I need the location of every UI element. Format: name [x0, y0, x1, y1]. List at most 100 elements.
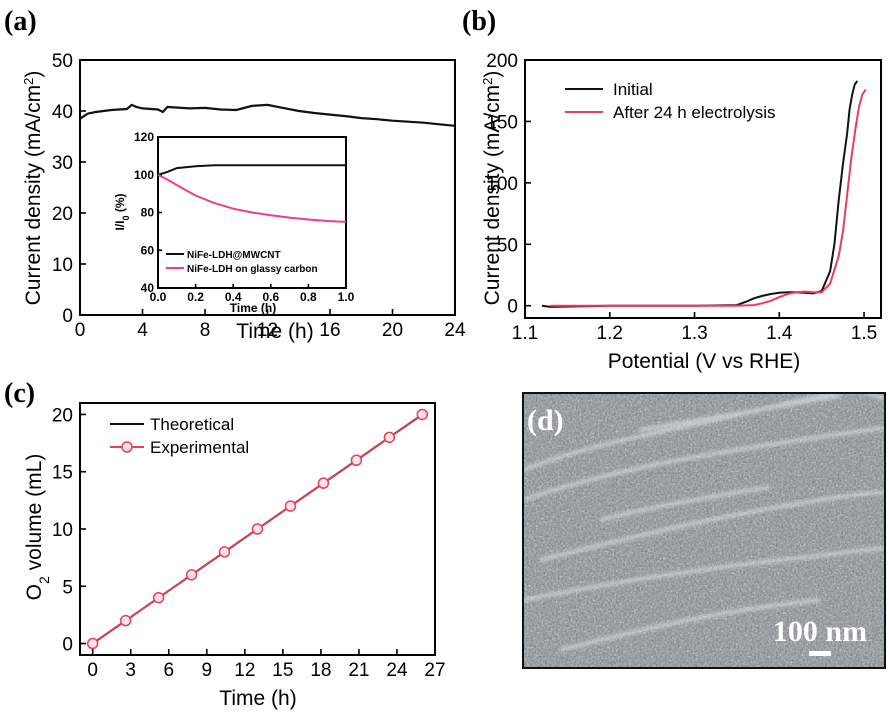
inset-legend-label-2: NiFe-LDH on glassy carbon — [187, 264, 318, 275]
panel-b-ytick-label: 0 — [507, 297, 518, 318]
panel-a-xtick-label: 0 — [75, 320, 86, 341]
panel-b-xtick-label: 1.1 — [512, 323, 538, 344]
panel-c-legend: Theoretical Experimental — [110, 415, 249, 457]
panel-b-legend: Initial After 24 h electrolysis — [565, 80, 776, 122]
panel-a-ytick-label: 40 — [52, 102, 73, 123]
panel-c-xtick-label: 9 — [201, 660, 212, 681]
sem-frame — [522, 392, 886, 669]
panel-b-xlabel: Potential (V vs RHE) — [608, 350, 801, 373]
sem-image — [523, 393, 885, 668]
panel-c-axes: 0 3 6 9 12 15 18 21 24 27 0 5 10 15 20 — [52, 402, 446, 681]
panel-c-ytick-label: 20 — [52, 405, 73, 426]
panel-b-ytick-label: 100 — [486, 174, 518, 195]
scale-bar-text: 100 nm — [773, 615, 867, 648]
panel-c-ytick-label: 5 — [62, 577, 73, 598]
series-after-24h — [550, 88, 867, 307]
inset-xlabel: Time (h) — [230, 301, 276, 315]
experimental-point — [119, 614, 132, 627]
panel-a-xtick-label: 12 — [257, 320, 278, 341]
panel-a-label: (a) — [4, 6, 37, 37]
panel-b-xtick-label: 1.5 — [851, 323, 877, 344]
panel-b-xtick-label: 1.3 — [681, 323, 707, 344]
experimental-point — [317, 477, 330, 489]
legend-label-initial: Initial — [613, 80, 653, 99]
inset-plot — [157, 164, 347, 223]
panel-a-ytick-label: 50 — [52, 51, 73, 72]
inset-series-mwcnt — [157, 164, 346, 176]
panel-a-ytick-label: 10 — [52, 255, 73, 276]
panel-c-xtick-label: 18 — [310, 660, 331, 681]
sem-fibers — [523, 393, 885, 652]
panel-c-xtick-label: 24 — [386, 660, 408, 681]
inset-xtick-label: 0.2 — [187, 290, 204, 304]
panel-b-label: (b) — [462, 6, 496, 37]
panel-b-ytick-label: 150 — [486, 112, 518, 133]
panel-c-plot — [86, 408, 429, 650]
experimental-point — [416, 408, 429, 421]
panel-c-xtick-label: 27 — [424, 660, 445, 681]
inset-ytick-label: 60 — [141, 243, 155, 257]
inset-xtick-label: 0.0 — [150, 290, 167, 304]
inset-legend: NiFe-LDH@MWCNT NiFe-LDH on glassy carbon — [166, 250, 318, 275]
inset-series-glassy-carbon — [157, 173, 347, 223]
panel-a-ylabel: Current density (mA/cm2) — [21, 71, 46, 306]
panel-a-xtick-label: 16 — [319, 320, 340, 341]
panel-b-xtick-label: 1.4 — [766, 323, 793, 344]
legend-label-after: After 24 h electrolysis — [613, 103, 776, 122]
panel-b-ylabel: Current density (mA/cm2) — [480, 71, 505, 306]
panel-a-xtick-label: 24 — [444, 320, 466, 341]
panel-c: (c) 0 3 6 9 12 15 18 21 24 27 0 5 10 15 20 Time (h) O2… — [4, 378, 446, 710]
inset-xtick-label: 1.0 — [338, 290, 355, 304]
inset-ytick-label: 40 — [141, 281, 155, 295]
panel-a-xtick-label: 4 — [137, 320, 148, 341]
panel-c-xtick-label: 6 — [163, 660, 174, 681]
panel-c-xtick-label: 15 — [272, 660, 293, 681]
panel-a-xtick-label: 8 — [200, 320, 211, 341]
panel-c-ytick-label: 10 — [52, 520, 73, 541]
inset-ytick-label: 80 — [141, 206, 155, 220]
panel-a-ytick-label: 0 — [62, 306, 73, 327]
panel-c-ylabel: O2 volume (mL) — [23, 454, 52, 601]
inset-ytick-label: 120 — [134, 130, 154, 144]
panel-a-xlabel: Time (h) — [236, 320, 313, 343]
inset-axes: 0.0 0.2 0.4 0.6 0.8 1.0 40 60 80 100 120 — [134, 130, 355, 304]
sem-texture — [523, 393, 885, 668]
panel-b-frame — [524, 59, 882, 319]
panel-a-ytick-label: 30 — [52, 153, 73, 174]
scale-bar — [809, 651, 831, 656]
inset-ylabel: I/I0 (%) — [113, 193, 131, 230]
experimental-point — [218, 546, 231, 558]
experimental-point — [152, 591, 165, 604]
series-current-density — [79, 103, 456, 127]
panel-b-plot — [541, 80, 867, 308]
panel-c-xtick-label: 21 — [348, 660, 369, 681]
panel-c-ytick-label: 0 — [62, 635, 73, 656]
inset-legend-label-1: NiFe-LDH@MWCNT — [187, 250, 281, 261]
panel-b: (b) 1.1 1.2 1.3 1.4 1.5 0 50 100 150 200 Potentia… — [462, 6, 882, 373]
sem-panel-label: (d) — [527, 404, 564, 437]
experimental-point — [350, 454, 363, 467]
panel-a-ytick-label: 20 — [52, 204, 73, 225]
experimental-point — [251, 523, 264, 535]
panel-b-ytick-label: 50 — [497, 235, 518, 256]
panel-a-xtick-label: 20 — [382, 320, 403, 341]
inset-xtick-label: 0.4 — [225, 290, 242, 304]
panel-c-label: (c) — [4, 378, 35, 409]
panel-c-xtick-label: 3 — [125, 660, 136, 681]
panel-c-ytick-label: 15 — [52, 463, 73, 484]
experimental-point — [284, 500, 297, 512]
panel-c-xtick-label: 12 — [234, 660, 255, 681]
inset-ytick-label: 100 — [134, 168, 154, 182]
panel-b-xtick-label: 1.2 — [597, 323, 623, 344]
panel-b-ytick-label: 200 — [486, 51, 518, 72]
panel-c-xlabel: Time (h) — [219, 687, 296, 710]
experimental-point — [185, 569, 198, 581]
experimental-point — [383, 431, 396, 444]
inset-xtick-label: 0.6 — [262, 290, 279, 304]
panel-b-axes: 1.1 1.2 1.3 1.4 1.5 0 50 100 150 200 — [486, 51, 882, 344]
panel-c-xtick-label: 0 — [87, 660, 98, 681]
legend-label-experimental: Experimental — [150, 438, 249, 457]
legend-label-theoretical: Theoretical — [150, 415, 234, 434]
